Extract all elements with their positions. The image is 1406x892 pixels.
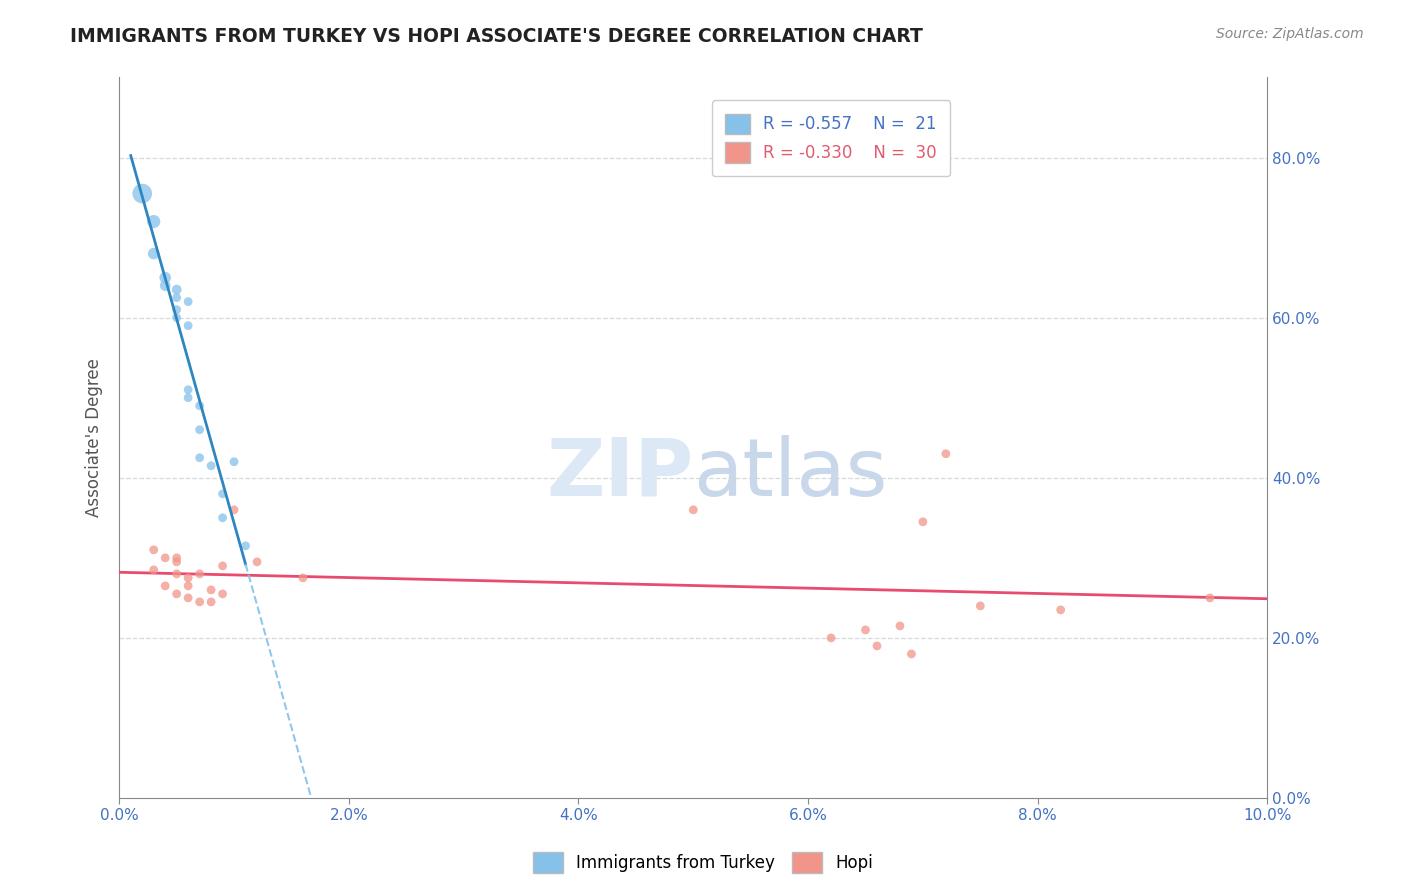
Point xyxy=(820,631,842,645)
Point xyxy=(211,587,233,601)
Legend: R = -0.557    N =  21, R = -0.330    N =  30: R = -0.557 N = 21, R = -0.330 N = 30 xyxy=(711,100,950,176)
Point xyxy=(188,450,211,465)
Legend: Immigrants from Turkey, Hopi: Immigrants from Turkey, Hopi xyxy=(526,846,880,880)
Point xyxy=(235,539,257,553)
Point xyxy=(153,579,176,593)
Point xyxy=(866,639,889,653)
Point xyxy=(211,511,233,525)
Point xyxy=(166,283,188,297)
Point xyxy=(142,214,165,228)
Text: ZIP: ZIP xyxy=(546,434,693,513)
Point xyxy=(1199,591,1222,605)
Point xyxy=(935,447,957,461)
Point xyxy=(188,566,211,581)
Point xyxy=(188,423,211,437)
Point xyxy=(911,515,934,529)
Point xyxy=(211,558,233,573)
Point xyxy=(1049,603,1071,617)
Point xyxy=(166,550,188,565)
Point xyxy=(969,599,991,613)
Point xyxy=(222,455,245,469)
Point xyxy=(222,503,245,517)
Point xyxy=(142,563,165,577)
Point xyxy=(177,294,200,309)
Point xyxy=(200,458,222,473)
Point xyxy=(177,391,200,405)
Point xyxy=(142,246,165,260)
Point xyxy=(177,318,200,333)
Point xyxy=(153,278,176,293)
Point xyxy=(188,399,211,413)
Point xyxy=(166,302,188,317)
Point xyxy=(855,623,877,637)
Text: IMMIGRANTS FROM TURKEY VS HOPI ASSOCIATE'S DEGREE CORRELATION CHART: IMMIGRANTS FROM TURKEY VS HOPI ASSOCIATE… xyxy=(70,27,924,45)
Point xyxy=(177,383,200,397)
Point xyxy=(166,566,188,581)
Point xyxy=(211,487,233,501)
Point xyxy=(166,291,188,305)
Point xyxy=(682,503,704,517)
Point xyxy=(200,595,222,609)
Point xyxy=(177,591,200,605)
Point xyxy=(188,595,211,609)
Text: atlas: atlas xyxy=(693,434,887,513)
Point xyxy=(246,555,269,569)
Point xyxy=(153,550,176,565)
Point xyxy=(900,647,922,661)
Point xyxy=(177,579,200,593)
Point xyxy=(200,582,222,597)
Text: Source: ZipAtlas.com: Source: ZipAtlas.com xyxy=(1216,27,1364,41)
Point xyxy=(166,310,188,325)
Point xyxy=(291,571,314,585)
Point xyxy=(142,542,165,557)
Point xyxy=(131,186,153,201)
Point xyxy=(153,270,176,285)
Point xyxy=(177,571,200,585)
Point xyxy=(889,619,911,633)
Point xyxy=(166,587,188,601)
Y-axis label: Associate's Degree: Associate's Degree xyxy=(86,359,103,517)
Point xyxy=(166,555,188,569)
